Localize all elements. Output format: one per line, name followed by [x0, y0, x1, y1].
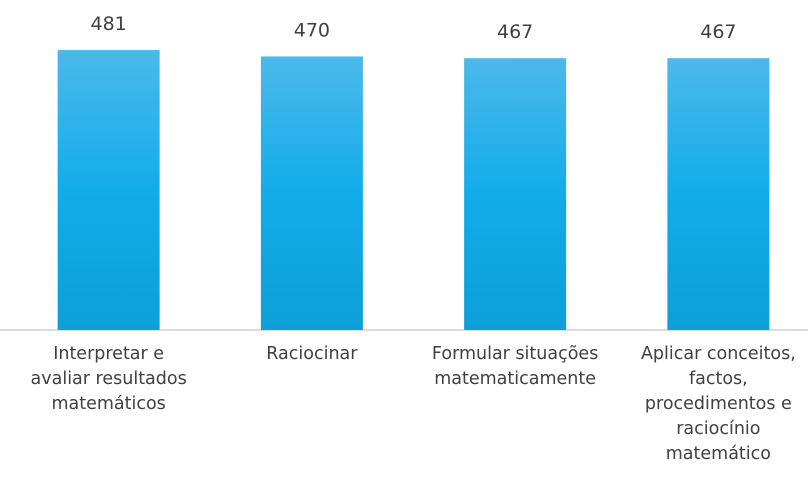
- bar: [57, 50, 160, 331]
- value-label: 481: [90, 13, 126, 35]
- x-tick-label: Formular situações matematicamente: [431, 344, 599, 389]
- bar: [260, 56, 363, 331]
- bar: [464, 58, 567, 331]
- x-tick-label: Raciocinar: [266, 344, 358, 364]
- x-tick-label: Interpretar e avaliar resultados matemát…: [30, 344, 187, 414]
- x-tick-label: Aplicar conceitos, factos, procedimentos…: [640, 344, 796, 464]
- value-label: 467: [700, 21, 736, 43]
- value-label: 470: [294, 19, 330, 41]
- bar: [667, 58, 770, 331]
- value-label: 467: [497, 21, 533, 43]
